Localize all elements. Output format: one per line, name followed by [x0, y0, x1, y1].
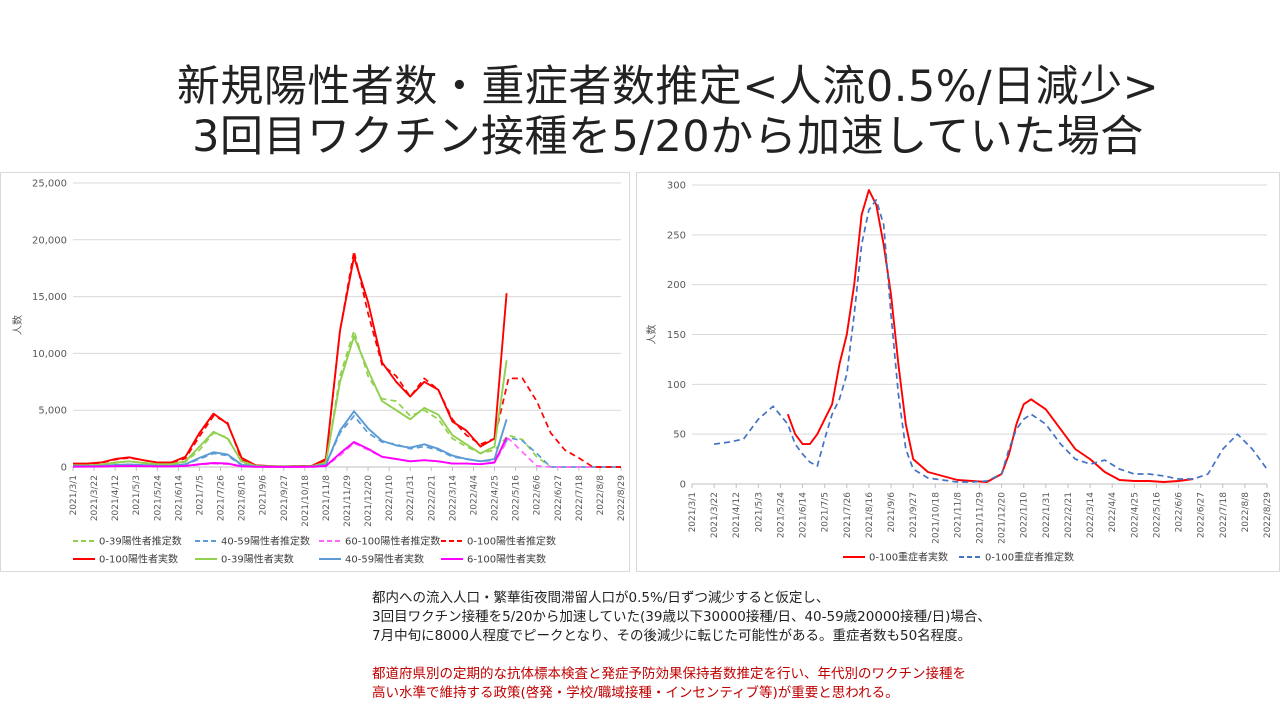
x-tick-label: 2021/3/22: [710, 492, 720, 538]
x-tick-label: 2022/8/8: [596, 475, 606, 516]
x-tick-label: 2022/2/21: [427, 475, 437, 521]
policy-note-line: 高い水準で維持する政策(啓発・学校/職域接種・インセンティブ等)が重要と思われる…: [372, 685, 899, 701]
x-tick-label: 2021/6/14: [174, 475, 184, 521]
x-tick-label: 2021/9/6: [887, 492, 897, 533]
y-tick-label: 5,000: [38, 406, 67, 417]
x-tick-label: 2021/8/16: [238, 475, 248, 521]
positive-cases-chart-panel: 0 5,000 10,000 15,000 20,000 25,000 2021/3/1 20…: [0, 172, 630, 572]
legend-label: 60-100陽性者推定数: [345, 535, 440, 548]
x-tick-label: 2022/4/4: [469, 475, 479, 516]
legend-label: 6-100陽性者実数: [467, 553, 546, 566]
x-tick-label: 2021/7/26: [217, 475, 227, 521]
x-tick-label: 2022/7/18: [575, 475, 585, 521]
severe-cases-chart-panel: 0 50 100 150 200 250 300 2021/3/1 2021/3/22 2021/…: [636, 172, 1280, 572]
x-tick-label: 2022/1/10: [385, 475, 395, 521]
legend-label: 40-59陽性者推定数: [221, 535, 310, 548]
x-tick-label: 2021/4/12: [111, 475, 121, 521]
legend-label: 0-100陽性者推定数: [467, 535, 556, 548]
x-tick-label: 2022/6/27: [554, 475, 564, 521]
x-tick-label: 2022/4/25: [491, 475, 501, 521]
x-tick-label: 2021/9/27: [909, 492, 919, 538]
y-tick-label: 15,000: [32, 292, 67, 303]
y-tick-label: 200: [667, 280, 686, 291]
x-tick-label: 2022/1/10: [1020, 492, 1030, 538]
series-line-1: [713, 199, 1268, 483]
x-tick-label: 2022/7/18: [1219, 492, 1229, 538]
x-tick-label: 2021/11/29: [343, 475, 353, 527]
x-tick-label: 2022/3/14: [448, 475, 458, 521]
y-tick-label: 50: [673, 430, 686, 441]
y-axis-label: 人数: [645, 325, 658, 345]
x-tick-label: 2021/11/29: [976, 492, 986, 544]
x-tick-label: 2021/3/1: [69, 475, 79, 515]
legend-label: 0-39陽性者実数: [221, 553, 294, 566]
x-tick-label: 2021/9/27: [280, 475, 290, 521]
x-tick-label: 2021/5/3: [754, 492, 764, 532]
x-tick-label: 2022/8/29: [617, 475, 627, 521]
series-line-0: [786, 189, 1194, 483]
y-axis-label: 人数: [11, 315, 24, 335]
series-line-1: [72, 415, 621, 468]
y-tick-label: 150: [667, 330, 686, 341]
policy-note: 都道府県別の定期的な抗体標本検査と発症予防効果保持者数推定を行い、年代別のワクチ…: [372, 665, 1272, 703]
legend-label: 0-100陽性者実数: [99, 553, 178, 566]
legend-label: 0-39陽性者推定数: [99, 535, 182, 548]
legend-label: 0-100重症者実数: [869, 551, 948, 564]
x-tick-label: 2021/7/5: [195, 475, 205, 515]
explanation-note: 都内への流入人口・繁華街夜間滞留人口が0.5%/日ずつ減少すると仮定し、 3回目…: [372, 589, 1272, 646]
y-tick-label: 300: [667, 181, 686, 192]
x-tick-label: 2021/11/8: [953, 492, 963, 538]
policy-note-line: 都道府県別の定期的な抗体標本検査と発症予防効果保持者数推定を行い、年代別のワクチ…: [372, 666, 966, 682]
y-tick-label: 25,000: [32, 179, 67, 190]
x-tick-label: 2021/11/8: [322, 475, 332, 521]
x-tick-label: 2021/7/5: [821, 492, 831, 532]
y-tick-label: 0: [680, 480, 686, 491]
severe-cases-chart: 0 50 100 150 200 250 300 2021/3/1 2021/3/22 2021/…: [645, 181, 1273, 564]
x-tick-label: 2021/10/18: [301, 475, 311, 527]
note-line: 3回目ワクチン接種を5/20から加速していた(39歳以下30000接種/日、40…: [372, 609, 991, 625]
x-tick-label: 2022/1/31: [406, 475, 416, 521]
x-tick-label: 2022/6/6: [1175, 492, 1185, 533]
x-tick-label: 2021/12/20: [998, 492, 1008, 544]
x-tick-label: 2021/12/20: [364, 475, 374, 527]
y-tick-label: 0: [61, 463, 67, 474]
page-title-line1: 新規陽性者数・重症者数推定<人流0.5%/日減少>: [176, 62, 1160, 112]
legend-label: 40-59陽性者実数: [345, 553, 424, 566]
positive-cases-chart: 0 5,000 10,000 15,000 20,000 25,000 2021/3/1 20…: [11, 179, 627, 566]
x-tick-label: 2022/1/31: [1042, 492, 1052, 538]
y-tick-label: 100: [667, 380, 686, 391]
x-tick-label: 2021/3/22: [90, 475, 100, 521]
x-tick-label: 2022/3/14: [1086, 492, 1096, 538]
x-tick-label: 2022/4/4: [1108, 492, 1118, 533]
x-tick-label: 2021/8/16: [865, 492, 875, 538]
x-tick-label: 2021/5/24: [153, 475, 163, 521]
note-line: 7月中旬に8000人程度でピークとなり、その後減少に転じた可能性がある。重症者数…: [372, 628, 972, 644]
x-tick-label: 2021/10/18: [931, 492, 941, 544]
series-line-5: [73, 335, 508, 468]
x-tick-label: 2022/8/8: [1241, 492, 1251, 533]
x-tick-label: 2021/3/1: [688, 492, 698, 532]
legend-label: 0-100重症者推定数: [985, 551, 1074, 564]
x-tick-label: 2021/5/3: [132, 475, 142, 515]
x-tick-label: 2022/5/16: [512, 475, 522, 521]
x-tick-label: 2021/4/12: [732, 492, 742, 538]
x-tick-label: 2022/6/27: [1197, 492, 1207, 538]
page-title-line2: 3回目ワクチン接種を5/20から加速していた場合: [192, 112, 1144, 162]
series-line-7: [73, 437, 508, 468]
x-tick-label: 2021/6/14: [799, 492, 809, 538]
y-tick-label: 10,000: [32, 349, 67, 360]
y-tick-label: 250: [667, 230, 686, 241]
x-tick-label: 2022/4/25: [1130, 492, 1140, 538]
x-tick-label: 2022/8/29: [1263, 492, 1273, 538]
x-tick-label: 2021/5/24: [776, 492, 786, 538]
x-tick-label: 2021/9/6: [259, 475, 269, 516]
x-tick-label: 2022/5/16: [1152, 492, 1162, 538]
y-tick-label: 20,000: [32, 235, 67, 246]
x-tick-label: 2021/7/26: [843, 492, 853, 538]
x-tick-label: 2022/2/21: [1064, 492, 1074, 538]
series-line-4: [73, 255, 508, 468]
note-line: 都内への流入人口・繁華街夜間滞留人口が0.5%/日ずつ減少すると仮定し、: [372, 590, 830, 606]
x-tick-label: 2022/6/6: [533, 475, 543, 516]
